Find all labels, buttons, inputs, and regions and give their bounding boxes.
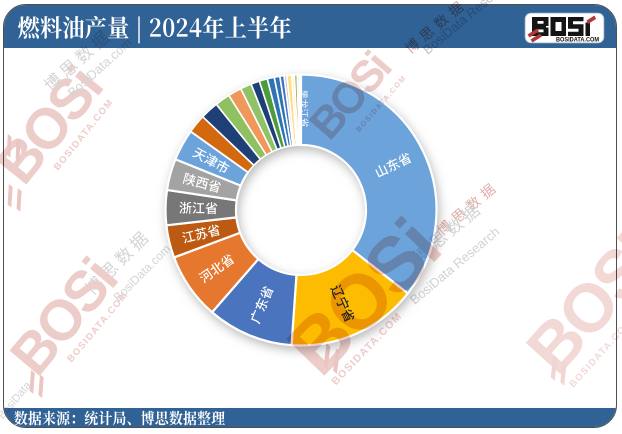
- svg-text:BosiData: BosiData: [0, 379, 34, 422]
- svg-text:BOSIDATA.COM: BOSIDATA.COM: [556, 37, 599, 44]
- svg-text:BOSi: BOSi: [512, 222, 622, 387]
- svg-text:BosiData Research: BosiData Research: [420, 0, 515, 57]
